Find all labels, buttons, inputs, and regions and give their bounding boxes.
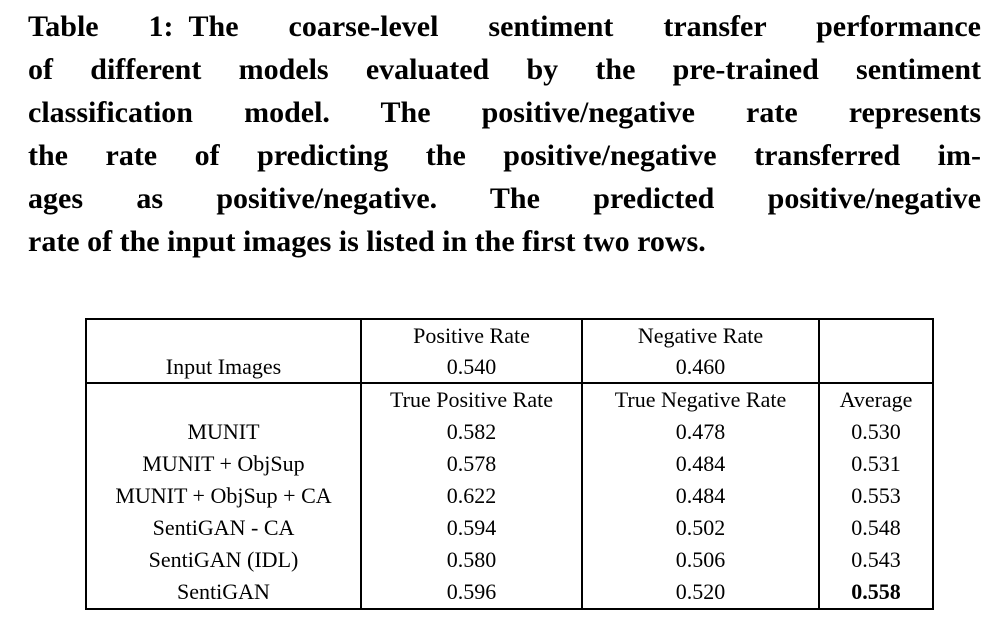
model-row-sentigan-ca: SentiGAN - CA 0.594 0.502 0.548 — [86, 512, 933, 544]
model-row-munit-objsup: MUNIT + ObjSup 0.578 0.484 0.531 — [86, 448, 933, 480]
model-name-cell: MUNIT + ObjSup + CA — [115, 483, 332, 508]
model-row-munit: MUNIT 0.582 0.478 0.530 — [86, 416, 933, 448]
table-caption: Table 1: The coarse-level sentiment tran… — [28, 5, 981, 263]
empty-cell — [86, 383, 361, 416]
caption-line-4: the rate of predicting the positive/nega… — [28, 139, 981, 172]
tpr-cell: 0.578 — [360, 448, 582, 480]
empty-cell — [818, 319, 933, 351]
tpr-cell: 0.582 — [360, 416, 582, 448]
average-header: Average — [818, 383, 933, 416]
input-images-label: Input Images — [86, 351, 361, 384]
input-images-row: Input Images 0.540 0.460 — [86, 351, 933, 384]
input-header-row: Positive Rate Negative Rate — [86, 319, 933, 351]
model-name-cell: MUNIT — [187, 419, 260, 444]
tpr-cell: 0.580 — [360, 544, 582, 576]
input-negative-value: 0.460 — [581, 351, 819, 384]
model-row-sentigan: SentiGAN 0.596 0.520 0.558 — [86, 576, 933, 609]
caption-line-3: classification model. The positive/negat… — [28, 96, 981, 129]
empty-cell — [86, 319, 361, 351]
true-positive-rate-header: True Positive Rate — [360, 383, 582, 416]
input-positive-value: 0.540 — [360, 351, 582, 384]
avg-cell: 0.531 — [818, 448, 933, 480]
model-name-cell: SentiGAN - CA — [152, 515, 295, 540]
caption-line-6: rate of the input images is listed in th… — [28, 225, 706, 258]
avg-cell: 0.543 — [818, 544, 933, 576]
model-name-cell: SentiGAN — [177, 579, 270, 604]
caption-line-1: Table 1: The coarse-level sentiment tran… — [28, 10, 981, 43]
model-row-munit-objsup-ca: MUNIT + ObjSup + CA 0.622 0.484 0.553 — [86, 480, 933, 512]
avg-cell: 0.553 — [818, 480, 933, 512]
model-row-sentigan-idl: SentiGAN (IDL) 0.580 0.506 0.543 — [86, 544, 933, 576]
tpr-cell: 0.596 — [360, 576, 582, 609]
caption-line-5: ages as positive/negative. The predicted… — [28, 182, 981, 215]
tnr-cell: 0.484 — [581, 480, 819, 512]
positive-rate-header: Positive Rate — [360, 319, 582, 351]
avg-cell: 0.548 — [818, 512, 933, 544]
empty-cell — [818, 351, 933, 384]
results-table: Positive Rate Negative Rate Input Images… — [85, 318, 934, 610]
tnr-cell: 0.502 — [581, 512, 819, 544]
avg-cell-best: 0.558 — [818, 576, 933, 609]
tnr-cell: 0.484 — [581, 448, 819, 480]
caption-line-2: of different models evaluated by the pre… — [28, 53, 981, 86]
avg-cell: 0.530 — [818, 416, 933, 448]
true-negative-rate-header: True Negative Rate — [581, 383, 819, 416]
tnr-cell: 0.520 — [581, 576, 819, 609]
tpr-cell: 0.622 — [360, 480, 582, 512]
model-name-cell: MUNIT + ObjSup — [142, 451, 305, 476]
tnr-cell: 0.506 — [581, 544, 819, 576]
tnr-cell: 0.478 — [581, 416, 819, 448]
tpr-cell: 0.594 — [360, 512, 582, 544]
model-name-cell: SentiGAN (IDL) — [148, 547, 299, 572]
model-header-row: True Positive Rate True Negative Rate Av… — [86, 383, 933, 416]
negative-rate-header: Negative Rate — [581, 319, 819, 351]
